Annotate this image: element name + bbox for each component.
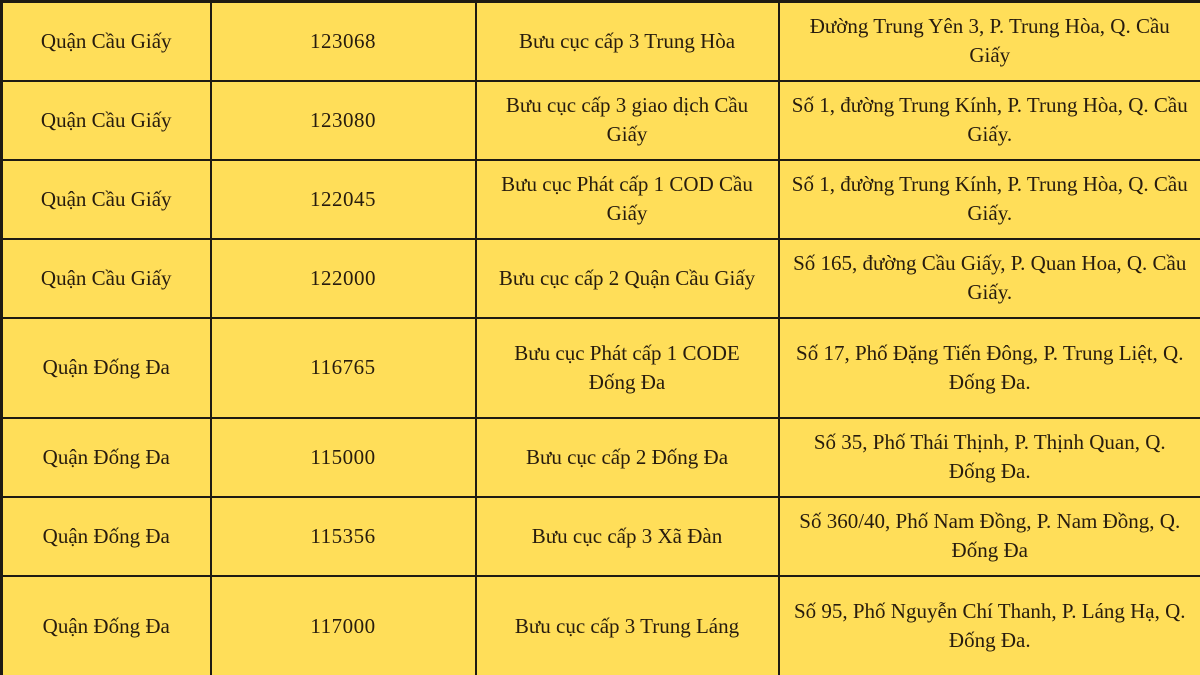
office-name-cell: Bưu cục cấp 3 Trung Hòa [474,0,780,82]
address-cell: Số 95, Phố Nguyễn Chí Thanh, P. Láng Hạ,… [777,574,1200,675]
office-name-cell: Bưu cục cấp 3 giao dịch Cầu Giấy [474,79,780,161]
office-name-cell: Bưu cục cấp 2 Quận Cầu Giấy [474,237,780,319]
postal-code-cell: 116765 [209,316,477,419]
district-cell: Quận Đống Đa [0,495,212,577]
office-name-cell: Bưu cục Phát cấp 1 CODE Đống Đa [474,316,780,419]
office-name-cell: Bưu cục cấp 2 Đống Đa [474,416,780,498]
district-cell: Quận Cầu Giấy [0,79,212,161]
postal-code-cell: 115000 [209,416,477,498]
table-row: Quận Đống Đa 116765 Bưu cục Phát cấp 1 COD… [0,316,1200,419]
district-cell: Quận Cầu Giấy [0,237,212,319]
table-row: Quận Cầu Giấy 123080 Bưu cục cấp 3 giao dị… [0,79,1200,161]
table-row: Quận Đống Đa 117000 Bưu cục cấp 3 Trung Lá… [0,574,1200,675]
district-cell: Quận Cầu Giấy [0,0,212,82]
district-cell: Quận Cầu Giấy [0,158,212,240]
table-row: Quận Đống Đa 115356 Bưu cục cấp 3 Xã Đàn Số… [0,495,1200,577]
office-name-cell: Bưu cục cấp 3 Trung Láng [474,574,780,675]
table-row: Quận Đống Đa 115000 Bưu cục cấp 2 Đống Đa S… [0,416,1200,498]
address-cell: Số 35, Phố Thái Thịnh, P. Thịnh Quan, Q.… [777,416,1200,498]
address-cell: Số 165, đường Cầu Giấy, P. Quan Hoa, Q. … [777,237,1200,319]
address-cell: Đường Trung Yên 3, P. Trung Hòa, Q. Cầu … [777,0,1200,82]
table-row: Quận Cầu Giấy 122000 Bưu cục cấp 2 Quận Cầ… [0,237,1200,319]
postal-code-cell: 115356 [209,495,477,577]
district-cell: Quận Đống Đa [0,574,212,675]
postal-code-cell: 117000 [209,574,477,675]
district-cell: Quận Đống Đa [0,416,212,498]
address-cell: Số 1, đường Trung Kính, P. Trung Hòa, Q.… [777,79,1200,161]
postal-code-cell: 122045 [209,158,477,240]
office-name-cell: Bưu cục cấp 3 Xã Đàn [474,495,780,577]
district-cell: Quận Đống Đa [0,316,212,419]
postal-code-cell: 123068 [209,0,477,82]
address-cell: Số 360/40, Phố Nam Đồng, P. Nam Đồng, Q.… [777,495,1200,577]
address-cell: Số 1, đường Trung Kính, P. Trung Hòa, Q.… [777,158,1200,240]
postal-code-cell: 123080 [209,79,477,161]
address-cell: Số 17, Phố Đặng Tiến Đông, P. Trung Liệt… [777,316,1200,419]
table-row: Quận Cầu Giấy 122045 Bưu cục Phát cấp 1 CO… [0,158,1200,240]
office-name-cell: Bưu cục Phát cấp 1 COD Cầu Giấy [474,158,780,240]
postal-code-cell: 122000 [209,237,477,319]
table-row: Quận Cầu Giấy 123068 Bưu cục cấp 3 Trung H… [0,0,1200,82]
